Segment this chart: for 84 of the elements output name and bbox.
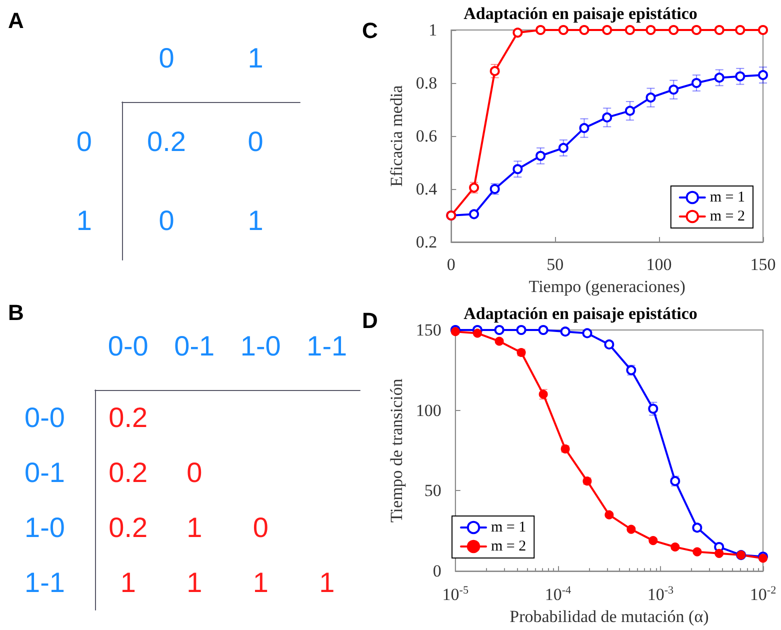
point <box>735 25 746 35</box>
y-axis-title: Eficacia media <box>387 84 406 187</box>
point <box>490 66 500 76</box>
y-tick-label: 0.6 <box>416 126 438 146</box>
point <box>624 106 635 116</box>
point <box>512 164 523 174</box>
data-label: 1 <box>248 205 264 236</box>
y-tick-label: 0 <box>432 562 442 581</box>
x-tick-label: 0-1 <box>174 330 215 362</box>
x-tick-label: 0-0 <box>108 330 148 362</box>
y-tick-label: 100 <box>416 400 442 420</box>
point <box>648 404 658 414</box>
point <box>714 25 724 35</box>
data-label: 0.2 <box>108 402 148 433</box>
point <box>735 71 746 82</box>
y-axis-title: Tiempo de transición <box>387 378 406 522</box>
y-tick-label: 1-0 <box>24 512 65 543</box>
point <box>668 25 679 35</box>
point <box>538 325 548 335</box>
data-label: 1 <box>186 512 202 543</box>
point <box>714 72 724 83</box>
text: C <box>362 18 378 44</box>
legend-label: m = 1 <box>710 190 746 206</box>
legend-label: m = 1 <box>491 520 526 536</box>
point <box>536 150 546 161</box>
point <box>579 123 590 134</box>
y-tick-label: 0.8 <box>416 74 438 92</box>
point <box>692 547 702 556</box>
point <box>494 336 504 346</box>
point <box>646 92 656 103</box>
y-tick-label: 0-0 <box>24 402 65 433</box>
legend-label: m = 2 <box>491 538 526 554</box>
point <box>602 112 612 122</box>
data-label: 0.2 <box>108 512 148 543</box>
point <box>582 328 592 338</box>
x-tick-label: 0 <box>446 255 456 274</box>
text: A <box>8 8 24 34</box>
point <box>472 328 482 338</box>
point <box>536 25 546 35</box>
legend-label: m = 2 <box>710 208 746 224</box>
data-label: 0.2 <box>108 457 148 488</box>
y-tick-label: 0-1 <box>24 457 65 488</box>
data-label: 0 <box>248 126 264 157</box>
y-tick-label: 1 <box>428 20 438 40</box>
point <box>604 510 614 520</box>
x-axis-title: Probabilidad de mutación (α) <box>510 607 709 626</box>
x-tick-label: 1-1 <box>306 330 348 362</box>
data-label: 0 <box>186 457 202 488</box>
point <box>579 25 590 35</box>
point <box>758 70 768 80</box>
text: D <box>362 308 378 334</box>
x-tick-label: 150 <box>750 255 776 274</box>
point <box>558 25 568 35</box>
text: B <box>8 300 24 326</box>
data-label: 0 <box>158 205 174 236</box>
point <box>646 25 656 35</box>
point <box>758 25 768 35</box>
point <box>602 25 612 35</box>
point <box>469 209 480 220</box>
point <box>714 548 724 558</box>
point <box>512 28 523 38</box>
point <box>626 524 636 534</box>
point <box>494 325 504 335</box>
point <box>624 25 635 35</box>
point <box>516 325 526 335</box>
point <box>691 25 702 35</box>
point <box>670 542 680 552</box>
x-tick-label: 1-0 <box>240 330 281 362</box>
x-tick-label: 100 <box>646 255 672 274</box>
y-tick-label: 50 <box>424 481 442 500</box>
chart-title: Adaptación en paisaje epistático <box>464 304 698 323</box>
chart-title: Adaptación en paisaje epistático <box>464 4 698 23</box>
point <box>691 78 702 88</box>
data-label: 0 <box>252 512 268 543</box>
point <box>604 339 614 350</box>
y-tick-label: 0.2 <box>416 232 438 252</box>
point <box>648 536 658 546</box>
y-tick-label: 0.4 <box>416 180 438 198</box>
point <box>560 326 570 337</box>
point <box>668 84 679 95</box>
x-axis-title: Tiempo (generaciones) <box>528 277 686 296</box>
data-label: 0.2 <box>147 126 186 157</box>
x-tick-label: 50 <box>546 255 564 274</box>
point <box>558 142 568 153</box>
